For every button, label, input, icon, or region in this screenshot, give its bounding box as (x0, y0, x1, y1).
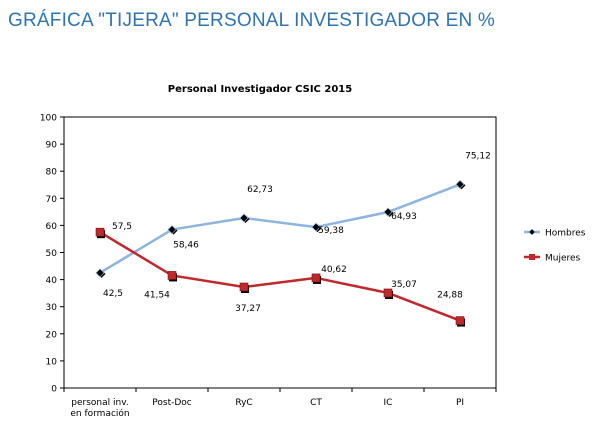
data-label-hombres: 75,12 (465, 151, 491, 161)
x-tick-label: PI (456, 398, 464, 408)
y-tick-label: 90 (46, 141, 58, 151)
data-label-mujeres: 24,88 (437, 291, 463, 301)
marker-mujeres (311, 273, 321, 283)
data-label-mujeres: 37,27 (235, 304, 261, 314)
y-tick-label: 100 (40, 114, 57, 124)
y-tick-label: 80 (46, 168, 58, 178)
data-label-mujeres: 40,62 (321, 265, 347, 275)
marker-mujeres (167, 271, 177, 280)
x-tick-label: RyC (235, 398, 252, 408)
y-tick-label: 10 (46, 357, 58, 367)
page-heading: GRÁFICA "TIJERA" PERSONAL INVESTIGADOR E… (8, 10, 495, 31)
y-tick-label: 30 (46, 303, 58, 313)
chart-title: Personal Investigador CSIC 2015 (168, 84, 352, 95)
y-tick-label: 40 (46, 276, 58, 286)
data-label-hombres: 42,5 (103, 289, 123, 299)
marker-hombres (455, 179, 465, 189)
legend-label-hombres: Hombres (545, 229, 586, 239)
y-tick-label: 50 (46, 249, 58, 259)
marker-hombres (311, 222, 321, 232)
legend-marker-mujeres (529, 254, 535, 260)
data-label-hombres: 62,73 (247, 185, 273, 195)
x-tick-label: IC (384, 398, 393, 408)
data-label-hombres: 64,93 (391, 212, 417, 222)
x-tick-label: Post-Doc (152, 398, 192, 408)
data-label-hombres: 58,46 (173, 241, 199, 251)
series-line-mujeres (99, 231, 461, 322)
data-label-mujeres: 41,54 (144, 290, 170, 300)
legend-marker-hombres (528, 228, 536, 236)
data-label-hombres: 59,38 (318, 226, 344, 236)
marker-hombres (95, 268, 105, 278)
marker-hombres (383, 207, 393, 217)
marker-hombres (167, 225, 177, 235)
marker-mujeres (383, 288, 393, 298)
y-tick-label: 0 (51, 385, 57, 395)
x-tick-label: CT (310, 398, 322, 408)
y-tick-label: 60 (46, 222, 58, 232)
marker-mujeres (455, 316, 465, 325)
legend-label-mujeres: Mujeres (545, 254, 581, 264)
marker-mujeres (239, 282, 249, 292)
y-tick-label: 20 (46, 330, 58, 340)
marker-mujeres (95, 227, 105, 237)
y-tick-label: 70 (46, 195, 58, 205)
x-tick-label: personal inv. en formación (70, 398, 129, 419)
marker-hombres (239, 213, 249, 223)
data-label-mujeres: 57,5 (112, 222, 132, 232)
plot-area (63, 116, 497, 389)
data-label-mujeres: 35,07 (391, 280, 417, 290)
series-line-hombres (99, 183, 461, 274)
